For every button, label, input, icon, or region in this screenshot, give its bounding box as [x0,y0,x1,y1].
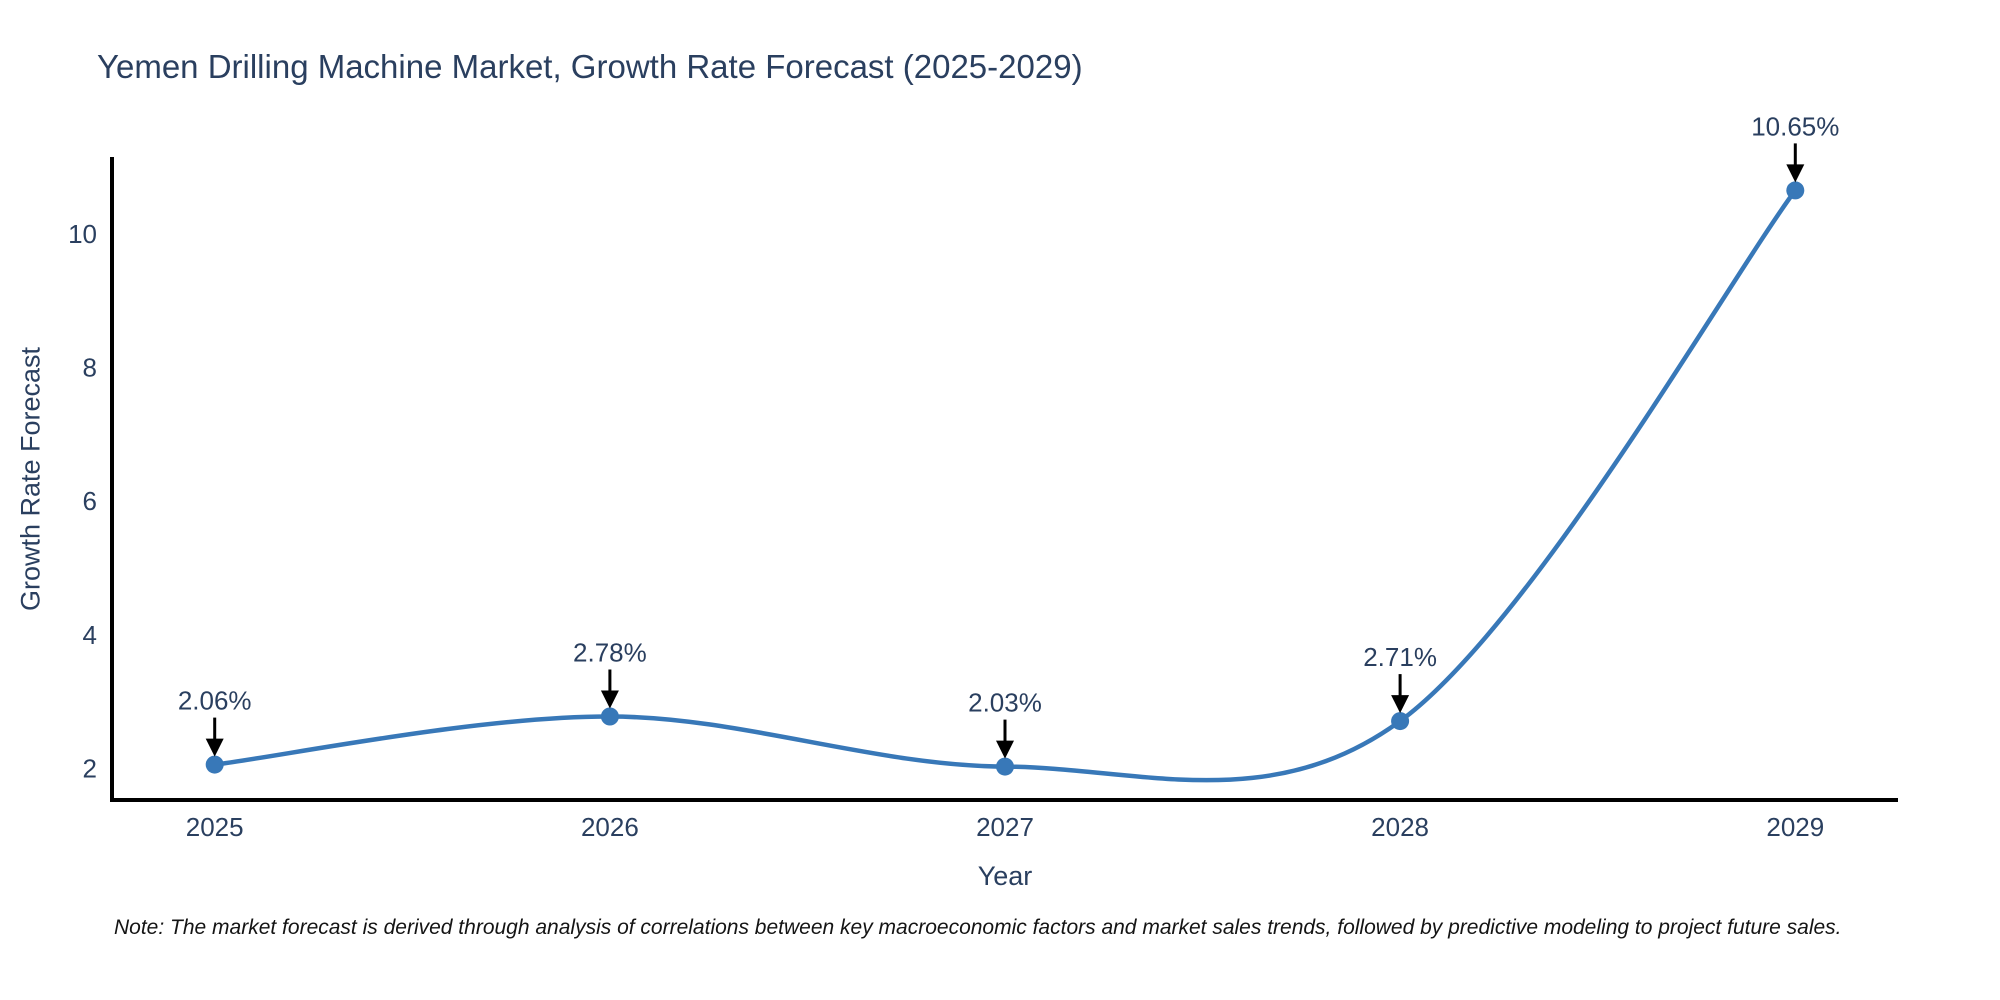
y-tick-label: 8 [83,353,97,383]
axis-lines [110,157,1898,802]
annotation-label: 2.06% [178,686,252,716]
x-tick-label: 2028 [1371,812,1429,842]
annotation-label: 2.03% [968,688,1042,718]
annotation-arrowhead [205,738,224,757]
annotation-label: 10.65% [1751,111,1839,141]
x-tick-label: 2027 [976,812,1034,842]
y-tick-label: 6 [83,486,97,516]
annotation-arrowhead [600,690,619,709]
chart-title: Yemen Drilling Machine Market, Growth Ra… [97,48,1083,85]
y-axis-title: Growth Rate Forecast [15,346,46,612]
annotation-arrowhead [1786,164,1805,183]
data-point-marker [205,755,224,774]
annotation-label: 2.71% [1363,642,1437,672]
y-tick-label: 2 [83,754,97,784]
x-tick-label: 2025 [186,812,244,842]
data-point-marker [600,707,619,726]
x-axis-title: Year [977,861,1033,891]
x-tick-label: 2026 [581,812,639,842]
annotation-arrowhead [1391,695,1410,714]
annotation-label: 2.78% [573,638,647,668]
data-point-marker [996,757,1014,776]
series-line [212,188,1798,783]
data-point-marker [1786,181,1805,200]
annotation-arrowhead [996,740,1014,759]
x-tick-label: 2029 [1766,812,1824,842]
data-point-marker [1391,712,1410,731]
y-tick-label: 4 [83,620,97,650]
y-tick-label: 10 [68,219,97,249]
chart-footnote: Note: The market forecast is derived thr… [114,916,1842,939]
